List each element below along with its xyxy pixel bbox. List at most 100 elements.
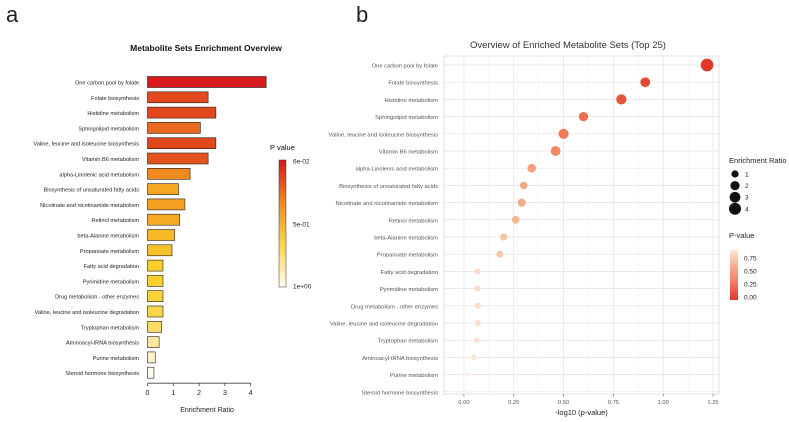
bar-legend-colorbar <box>278 159 287 288</box>
enrichment-bar <box>147 91 209 104</box>
color-legend-label: 0.50 <box>744 269 757 276</box>
enrichment-dot <box>616 94 627 105</box>
dot-x-tick-label: 1.00 <box>658 400 669 406</box>
size-legend-label: 4 <box>745 206 749 213</box>
bar-category-label: Sphingolipid metabolism <box>78 126 139 132</box>
enrichment-dot <box>519 181 528 190</box>
bar-x-tick-label: 3 <box>223 390 227 397</box>
enrichment-bar <box>147 76 267 88</box>
dot-category-label: Propanoate metabolism <box>377 253 438 259</box>
enrichment-dot <box>463 389 469 395</box>
enrichment-dot <box>474 302 481 309</box>
dot-x-tick-label: 1.25 <box>707 400 718 406</box>
bar-category-label: One carbon pool by folate <box>75 81 139 87</box>
color-legend-label: 0.75 <box>744 256 757 263</box>
enrichment-dot <box>558 128 569 139</box>
dot-category-label: Tryptophan metabolism <box>378 339 439 345</box>
enrichment-bar <box>147 336 160 348</box>
bar-legend-label: 6e-02 <box>293 159 310 166</box>
enrichment-bar <box>147 351 156 364</box>
bar-legend-label: 1e+00 <box>293 284 312 291</box>
size-legend-dot <box>730 181 740 191</box>
color-legend-label: 0.00 <box>744 295 757 302</box>
dot-category-label: Vitamin B6 metabolism <box>379 150 438 156</box>
enrichment-dot <box>474 285 481 292</box>
dot-category-label: One carbon pool by folate <box>372 64 438 70</box>
size-legend-dot <box>729 191 741 203</box>
enrichment-dot <box>517 198 526 207</box>
dot-category-label: Folate biosynthesis <box>388 81 438 87</box>
dot-x-tick-label: 0.25 <box>508 400 519 406</box>
bar-category-label: Propanoate metabolism <box>80 249 139 255</box>
bar-category-label: Pyrimidine metabolism <box>83 279 140 285</box>
dot-chart-title: Overview of Enriched Metabolite Sets (To… <box>470 40 666 51</box>
enrichment-bar <box>147 320 162 333</box>
enrichment-bar <box>147 198 186 211</box>
bar-category-label: Histidine metabolism <box>87 111 139 117</box>
bar-category-label: beta-Alanine metabolism <box>77 234 139 240</box>
dot-category-label: Retinol metabolism <box>389 218 438 224</box>
bar-chart-title: Metabolite Sets Enrichment Overview <box>130 43 282 53</box>
enrichment-bar <box>147 106 217 119</box>
bar-x-tick-label: 4 <box>249 390 253 397</box>
enrichment-bar <box>147 152 209 165</box>
enrichment-dot <box>700 58 714 72</box>
bar-category-label: Tryptophan metabolism <box>81 325 140 331</box>
dot-category-label: Valine, leucine and isoleucine degradati… <box>330 322 438 328</box>
size-legend-label: 2 <box>745 183 749 190</box>
enrichment-bar <box>147 183 179 195</box>
bar-category-label: Aminoacyl-tRNA biosynthesis <box>66 341 139 347</box>
size-legend-title: Enrichment Ratio <box>729 156 787 165</box>
enrichment-dot <box>471 354 477 361</box>
dot-category-label: Aminoacyl-tRNA biosynthesis <box>362 356 438 362</box>
dot-category-label: Valine, leucine and isoleucine biosynthe… <box>329 132 439 138</box>
dot-x-tick-label: 0.75 <box>608 400 619 406</box>
dot-x-tick-label: 0.50 <box>558 400 569 406</box>
dot-category-label: Sphingolipid metabolism <box>375 115 438 121</box>
enrichment-bar <box>147 244 173 257</box>
bar-category-label: Valine, leucine and isoleucine biosynthe… <box>33 142 139 148</box>
enrichment-bar <box>147 275 164 287</box>
panel-label-a: a <box>6 2 19 27</box>
dot-x-tick-label: 0.00 <box>458 400 469 406</box>
bar-category-label: Purine metabolism <box>93 356 140 362</box>
bar-category-label: Folate biosynthesis <box>91 96 139 102</box>
bar-category-label: Drug metabolism - other enzymes <box>55 295 139 301</box>
color-legend-label: 0.25 <box>744 282 757 289</box>
bar-x-tick-label: 1 <box>171 390 175 397</box>
bar-x-tick-label: 2 <box>197 390 201 397</box>
bar-category-label: Steroid hormone biosynthesis <box>65 371 139 377</box>
bar-legend-title: P value <box>270 143 295 152</box>
enrichment-bar <box>147 137 217 149</box>
dot-category-label: Fatty acid degradation <box>381 270 438 276</box>
enrichment-dot <box>473 337 480 344</box>
panel-label-b: b <box>356 2 369 27</box>
size-legend-dot <box>731 170 739 178</box>
bar-category-label: Biosynthesis of unsaturated fatty acids <box>44 188 140 194</box>
dot-category-label: Purine metabolism <box>390 373 438 379</box>
enrichment-bar <box>147 213 181 226</box>
color-legend-bar <box>730 250 738 300</box>
dot-category-label: Steroid hormone biosynthesis <box>362 390 438 396</box>
enrichment-dot <box>640 77 651 88</box>
dot-category-label: Drug metabolism - other enzymes <box>351 304 438 310</box>
bar-category-label: Vitamin B6 metabolism <box>82 157 139 163</box>
dot-category-label: beta-Alanine metabolism <box>374 236 438 242</box>
bar-category-label: alpha-Linolenic acid metabolism <box>59 172 139 178</box>
enrichment-bar <box>147 366 155 379</box>
enrichment-dot <box>496 250 504 258</box>
enrichment-dot <box>527 163 536 173</box>
enrichment-dot <box>474 319 481 327</box>
bar-category-label: Valine, leucine and isoleucine degradati… <box>35 310 139 316</box>
enrichment-bar <box>147 305 164 318</box>
size-legend-label: 1 <box>745 172 749 179</box>
bar-x-axis-title: Enrichment Ratio <box>180 407 234 414</box>
dot-category-label: Pyrimidine metabolism <box>380 287 438 293</box>
enrichment-dot <box>550 146 561 156</box>
dot-category-label: Nicotinate and nicotinamide metabolism <box>336 201 439 207</box>
enrichment-bar <box>147 122 201 134</box>
bar-legend-label: 5e-01 <box>293 222 310 229</box>
enrichment-dot <box>578 111 589 122</box>
enrichment-dot <box>474 268 481 275</box>
